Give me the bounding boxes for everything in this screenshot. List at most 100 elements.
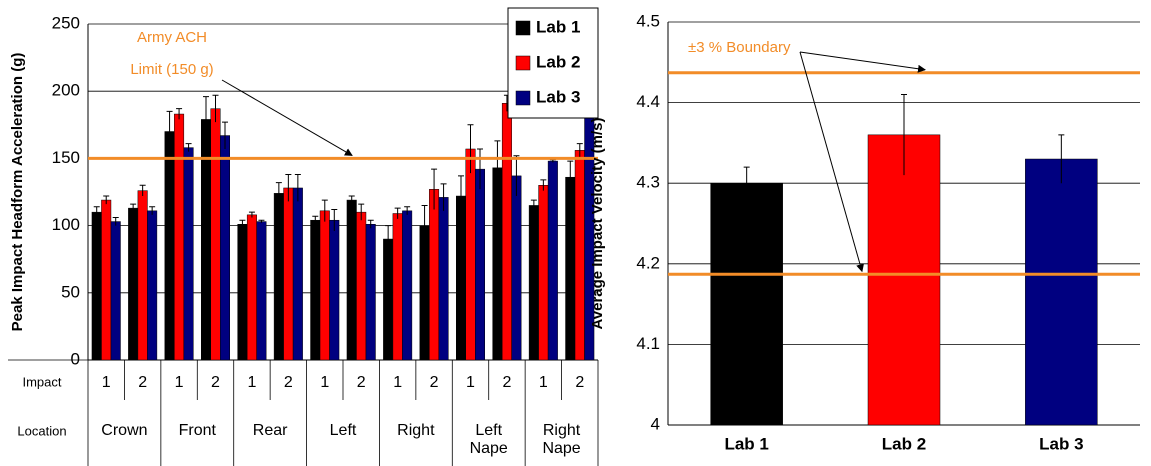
bar (237, 224, 248, 361)
bar (128, 207, 139, 361)
annotation-arrow (799, 51, 864, 273)
error-bar (743, 166, 750, 200)
bar (528, 205, 539, 361)
error-bar (239, 219, 246, 229)
y-axis-label: Average Impact Velocity (m/s) (589, 117, 606, 329)
y-tick-label: 4.2 (636, 253, 660, 272)
x-tick-label: 2 (575, 374, 584, 391)
legend-swatch (515, 20, 531, 36)
bar (220, 135, 230, 361)
bar (565, 176, 576, 361)
bar (511, 175, 522, 361)
error-bar (294, 174, 301, 202)
y-tick-label: 150 (52, 148, 80, 167)
y-tick-label: 0 (71, 349, 80, 368)
bar (310, 219, 321, 361)
bar (419, 225, 430, 361)
x-tick-label: 2 (138, 374, 147, 391)
x-tick-label: Lab 1 (724, 434, 768, 453)
legend-label: Lab 1 (536, 17, 580, 36)
bar (292, 187, 303, 361)
bar (475, 168, 485, 361)
impact-label: Impact (22, 374, 61, 389)
bar (438, 197, 449, 361)
y-tick-label: 4.3 (636, 173, 660, 192)
bar (319, 210, 330, 361)
bar (91, 211, 102, 361)
error-bar (248, 211, 255, 218)
annotation: Army ACH (137, 29, 207, 46)
legend-swatch (515, 55, 531, 71)
error-bar (112, 217, 119, 226)
x-tick-label: Lab 2 (882, 434, 926, 453)
x-tick-label: 1 (466, 374, 475, 391)
location-tick-label: Left (329, 422, 357, 439)
y-tick-label: 4.5 (636, 11, 660, 30)
bar (210, 108, 221, 361)
bar (710, 182, 783, 426)
bar (392, 213, 403, 361)
location-tick-label: Front (178, 422, 216, 439)
bar (429, 189, 440, 361)
x-tick-label: 2 (430, 374, 439, 391)
bar (574, 150, 585, 361)
error-bar (494, 140, 501, 195)
x-tick-label: Lab 3 (1039, 434, 1083, 453)
bar (538, 185, 549, 361)
bar (867, 134, 941, 426)
x-tick-label: 1 (175, 374, 184, 391)
error-bar (285, 174, 292, 202)
bar (110, 221, 121, 361)
error-bar (93, 206, 100, 218)
error-bar (1058, 134, 1065, 184)
bar (174, 113, 185, 361)
error-bar (567, 160, 574, 194)
x-tick-label: 1 (247, 374, 256, 391)
y-tick-label: 100 (52, 215, 80, 234)
bar (365, 224, 376, 361)
bar (273, 193, 284, 361)
x-tick-label: 1 (102, 374, 111, 391)
error-bar (513, 155, 520, 197)
error-bar (222, 121, 228, 149)
error-bar (331, 208, 338, 231)
y-tick-label: 4.1 (636, 334, 660, 353)
bar (383, 238, 394, 361)
x-tick-label: 2 (211, 374, 220, 391)
bar (183, 147, 194, 361)
error-bar (431, 168, 438, 210)
x-tick-label: 1 (320, 374, 329, 391)
bar (283, 187, 294, 361)
error-bar (212, 94, 219, 123)
bar (356, 211, 367, 361)
error-bar (139, 184, 146, 197)
x-tick-label: 1 (539, 374, 548, 391)
legend-label: Lab 3 (536, 87, 580, 106)
annotation-arrow (799, 51, 926, 73)
bar (101, 199, 112, 361)
location-tick-label: Right Nape (542, 422, 581, 457)
error-bar (576, 143, 583, 158)
error-bar (440, 183, 447, 211)
bar (246, 214, 257, 361)
bar (402, 210, 413, 361)
legend-swatch (515, 90, 531, 106)
location-tick-label: Right (397, 422, 435, 439)
y-tick-label: 250 (52, 13, 80, 32)
error-bar (176, 108, 183, 120)
x-tick-label: 2 (284, 374, 293, 391)
bar (346, 199, 357, 361)
error-bar (103, 195, 110, 205)
bar (147, 210, 158, 361)
bar (329, 219, 340, 361)
error-bar (385, 225, 392, 253)
bar (1025, 158, 1098, 426)
x-tick-label: 1 (393, 374, 402, 391)
error-bar (477, 148, 483, 190)
annotation: ±3 % Boundary (688, 39, 791, 56)
annotation-arrow (221, 79, 353, 156)
bar (492, 167, 503, 361)
error-bar (348, 195, 355, 205)
error-bar (358, 203, 365, 221)
